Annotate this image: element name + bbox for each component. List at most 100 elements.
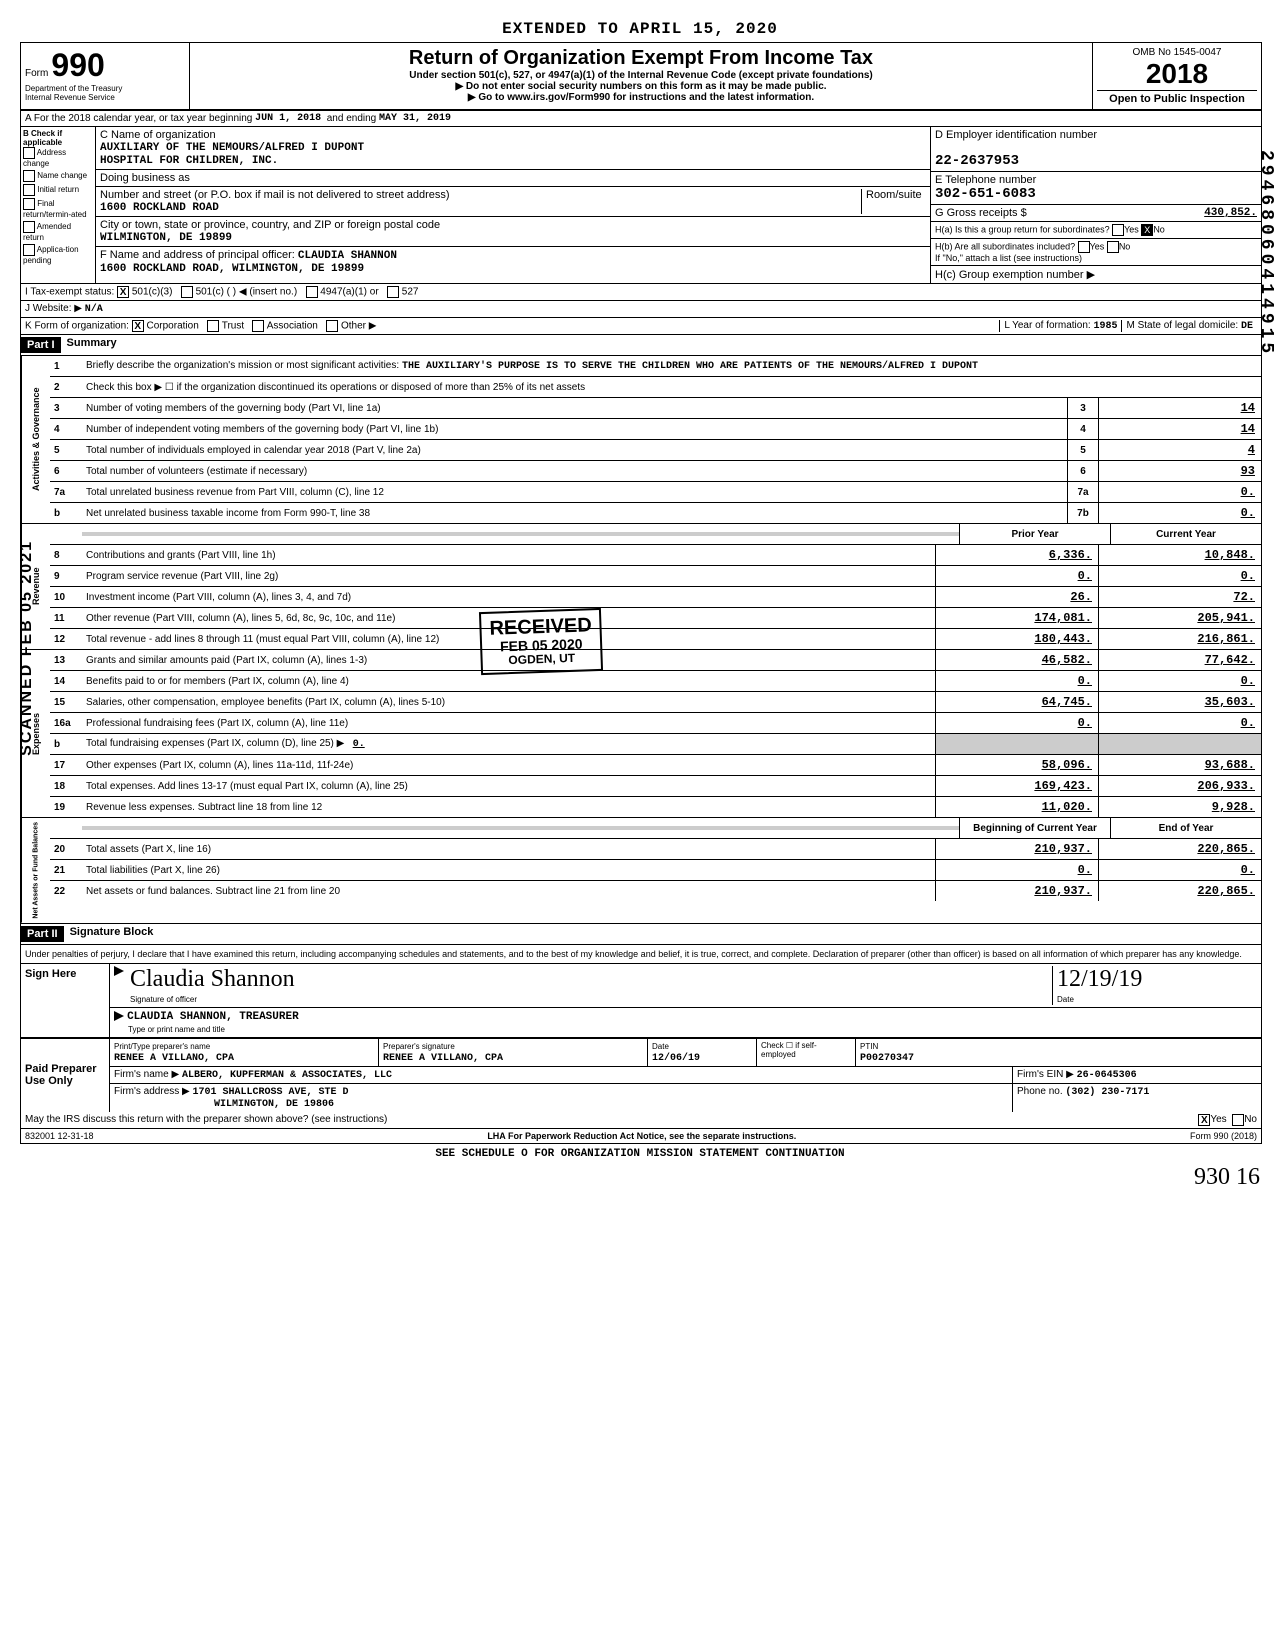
form-label: Form	[25, 68, 48, 79]
form-header: Form 990 Department of the Treasury Inte…	[21, 43, 1261, 111]
line-j: J Website: ▶ N/A	[21, 301, 1261, 318]
activities-label: Activities & Governance	[21, 356, 50, 523]
k-label: K Form of organization:	[25, 321, 129, 332]
part1-header: Part I	[21, 337, 61, 353]
cb-app[interactable]	[23, 244, 35, 256]
telephone: 302-651-6083	[935, 186, 1036, 202]
l1-text: THE AUXILIARY'S PURPOSE IS TO SERVE THE …	[402, 361, 978, 372]
footer-lha: LHA For Paperwork Reduction Act Notice, …	[487, 1131, 796, 1141]
cb-address[interactable]	[23, 147, 35, 159]
l19-prior: 11,020.	[935, 797, 1098, 817]
state-domicile: DE	[1241, 321, 1253, 332]
discuss-yes-cb[interactable]: X	[1198, 1114, 1210, 1126]
l14-prior: 0.	[935, 671, 1098, 691]
k-assoc-cb[interactable]	[252, 320, 264, 332]
e-label: E Telephone number	[935, 174, 1036, 186]
discuss-no-cb[interactable]	[1232, 1114, 1244, 1126]
l11-desc: Other revenue (Part VIII, column (A), li…	[82, 611, 935, 626]
preparer-sig: RENEE A VILLANO, CPA	[383, 1053, 503, 1064]
line-a-mid: and ending	[327, 113, 377, 124]
footer-form: Form 990 (2018)	[1190, 1131, 1257, 1141]
k-other-cb[interactable]	[326, 320, 338, 332]
l6-box: 6	[1067, 461, 1098, 481]
street-address: 1600 ROCKLAND ROAD	[100, 202, 219, 214]
l22-curr: 220,865.	[1098, 881, 1261, 901]
part2-title: Signature Block	[64, 926, 154, 942]
l21-desc: Total liabilities (Part X, line 26)	[82, 863, 935, 878]
l13-prior: 46,582.	[935, 650, 1098, 670]
l15-prior: 64,745.	[935, 692, 1098, 712]
firm-phone-label: Phone no.	[1017, 1086, 1063, 1097]
officer-addr: 1600 ROCKLAND ROAD, WILMINGTON, DE 19899	[100, 263, 364, 275]
l8-desc: Contributions and grants (Part VIII, lin…	[82, 548, 935, 563]
k-trust-cb[interactable]	[207, 320, 219, 332]
omb-number: OMB No 1545-0047	[1097, 47, 1257, 58]
cb-initial[interactable]	[23, 184, 35, 196]
i-501c3-cb[interactable]: X	[117, 286, 129, 298]
discuss-q: May the IRS discuss this return with the…	[25, 1114, 1198, 1126]
l9-curr: 0.	[1098, 566, 1261, 586]
l6-val: 93	[1098, 461, 1261, 481]
l22-prior: 210,937.	[935, 881, 1098, 901]
cb-name[interactable]	[23, 170, 35, 182]
l3-box: 3	[1067, 398, 1098, 418]
hb-no-cb[interactable]	[1107, 241, 1119, 253]
revenue-section: Revenue Prior Year Current Year 8 Contri…	[21, 524, 1261, 650]
k-other: Other ▶	[341, 321, 376, 332]
section-bcd: B Check if applicable Address change Nam…	[21, 127, 1261, 284]
ein: 22-2637953	[935, 153, 1019, 169]
footer: 832001 12-31-18 LHA For Paperwork Reduct…	[21, 1129, 1261, 1143]
expenses-section: Expenses 13 Grants and similar amounts p…	[21, 650, 1261, 818]
l16b-desc: Total fundraising expenses (Part IX, col…	[86, 738, 344, 749]
l11-prior: 174,081.	[935, 608, 1098, 628]
city-label: City or town, state or province, country…	[100, 219, 440, 231]
l12-desc: Total revenue - add lines 8 through 11 (…	[82, 632, 935, 647]
firm-name-label: Firm's name ▶	[114, 1069, 179, 1080]
part2-header: Part II	[21, 926, 64, 942]
l16b-curr-shaded	[1098, 734, 1261, 754]
d-label: D Employer identification number	[935, 129, 1097, 141]
l4-box: 4	[1067, 419, 1098, 439]
cb-amended[interactable]	[23, 221, 35, 233]
l22-desc: Net assets or fund balances. Subtract li…	[82, 884, 935, 899]
activities-section: Activities & Governance 1 Briefly descri…	[21, 356, 1261, 524]
l5-desc: Total number of individuals employed in …	[82, 443, 1067, 458]
l17-curr: 93,688.	[1098, 755, 1261, 775]
gross-receipts: 430,852.	[1204, 207, 1257, 219]
i-4947-cb[interactable]	[306, 286, 318, 298]
schedule-o-note: SEE SCHEDULE O FOR ORGANIZATION MISSION …	[20, 1148, 1260, 1160]
prep-h4: Check ☐ if self-employed	[757, 1039, 856, 1066]
i-501c-b: ) ◀ (insert no.)	[233, 287, 297, 298]
i-label: I Tax-exempt status:	[25, 287, 114, 298]
ha-no-cb[interactable]: X	[1141, 224, 1153, 236]
l10-curr: 72.	[1098, 587, 1261, 607]
prep-h5: PTIN	[860, 1042, 878, 1051]
check-b-col: B Check if applicable Address change Nam…	[21, 127, 96, 283]
handwritten-pagenum: 930 16	[20, 1164, 1260, 1191]
cb-final[interactable]	[23, 198, 35, 210]
hc-label: H(c) Group exemption number ▶	[931, 266, 1261, 283]
l14-curr: 0.	[1098, 671, 1261, 691]
i-501c-cb[interactable]	[181, 286, 193, 298]
extended-to-line: EXTENDED TO APRIL 15, 2020	[20, 20, 1260, 38]
l7a-desc: Total unrelated business revenue from Pa…	[82, 485, 1067, 500]
k-corp-cb[interactable]: X	[132, 320, 144, 332]
arrow-icon	[114, 966, 124, 976]
l19-curr: 9,928.	[1098, 797, 1261, 817]
scanned-stamp: SCANNED FEB 05 2021	[18, 540, 36, 756]
l7b-box: 7b	[1067, 503, 1098, 523]
l16a-desc: Professional fundraising fees (Part IX, …	[82, 716, 935, 731]
sign-here-label: Sign Here	[21, 964, 109, 1037]
sig-date-label: Date	[1057, 995, 1074, 1004]
ha-yes-cb[interactable]	[1112, 224, 1124, 236]
ha-yes: Yes	[1124, 224, 1139, 234]
signature-block: Under penalties of perjury, I declare th…	[21, 945, 1261, 1038]
l20-curr: 220,865.	[1098, 839, 1261, 859]
i-527-cb[interactable]	[387, 286, 399, 298]
open-public: Open to Public Inspection	[1097, 90, 1257, 105]
l18-prior: 169,423.	[935, 776, 1098, 796]
hb-yes-cb[interactable]	[1078, 241, 1090, 253]
officer-name-title: CLAUDIA SHANNON, TREASURER	[127, 1011, 299, 1023]
hb-no: No	[1119, 241, 1131, 251]
line-a: A For the 2018 calendar year, or tax yea…	[21, 111, 1261, 127]
